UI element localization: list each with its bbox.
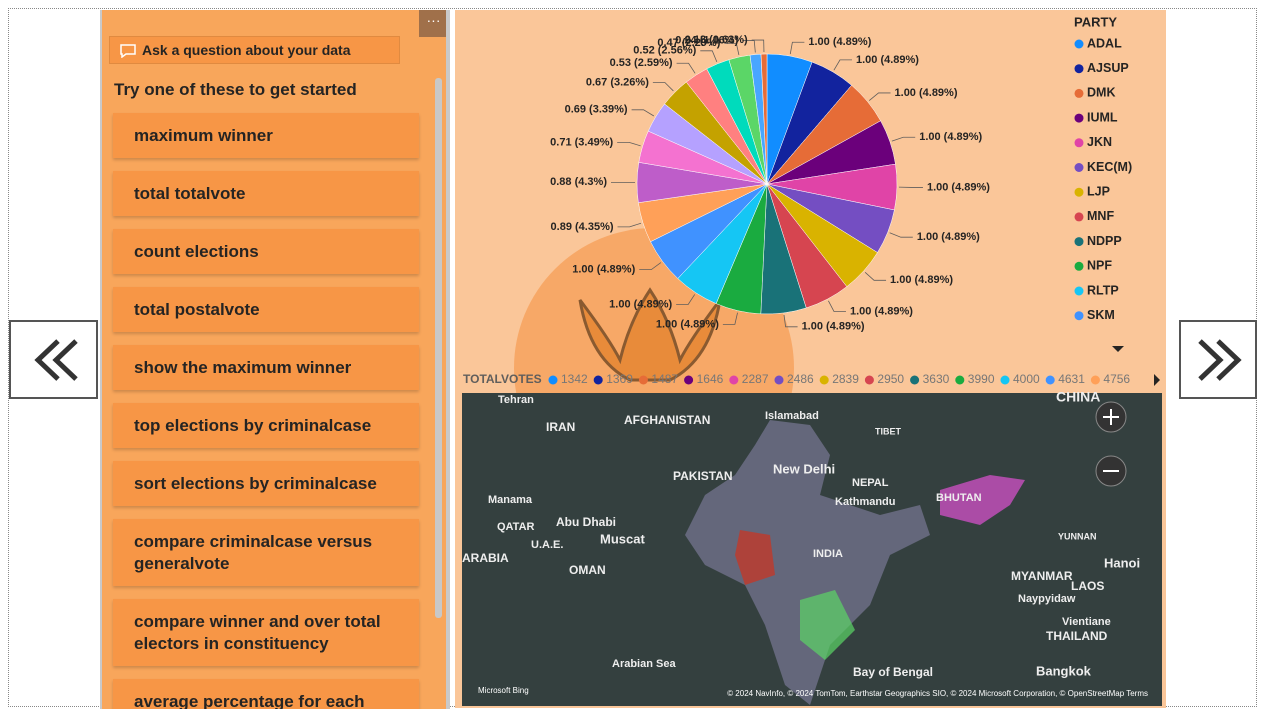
suggestion[interactable]: sort elections by criminalcase <box>113 461 419 506</box>
qna-panel: ··· Ask a question about your data Try o… <box>100 10 450 709</box>
suggestion[interactable]: average percentage for each <box>113 679 419 709</box>
suggestion[interactable]: count elections <box>113 229 419 274</box>
suggestions-heading: Try one of these to get started <box>114 80 357 99</box>
suggestion[interactable]: top elections by criminalcase <box>113 403 419 448</box>
ask-question-text: Ask a question about your data <box>142 42 351 58</box>
more-options[interactable]: ··· <box>419 10 446 37</box>
ask-question-button[interactable]: Ask a question about your data <box>109 36 400 64</box>
scrollbar[interactable] <box>435 78 442 618</box>
suggestion[interactable]: total postalvote <box>113 287 419 332</box>
suggestion[interactable]: show the maximum winner <box>113 345 419 390</box>
suggestion[interactable]: total totalvote <box>113 171 419 216</box>
suggestion[interactable]: compare winner and over total electors i… <box>113 599 419 666</box>
suggestion[interactable]: maximum winner <box>113 113 419 158</box>
chat-icon <box>120 44 136 58</box>
suggestion[interactable]: compare criminalcase versus generalvote <box>113 519 419 586</box>
suggestion-list: maximum winner total totalvote count elect… <box>113 113 419 709</box>
